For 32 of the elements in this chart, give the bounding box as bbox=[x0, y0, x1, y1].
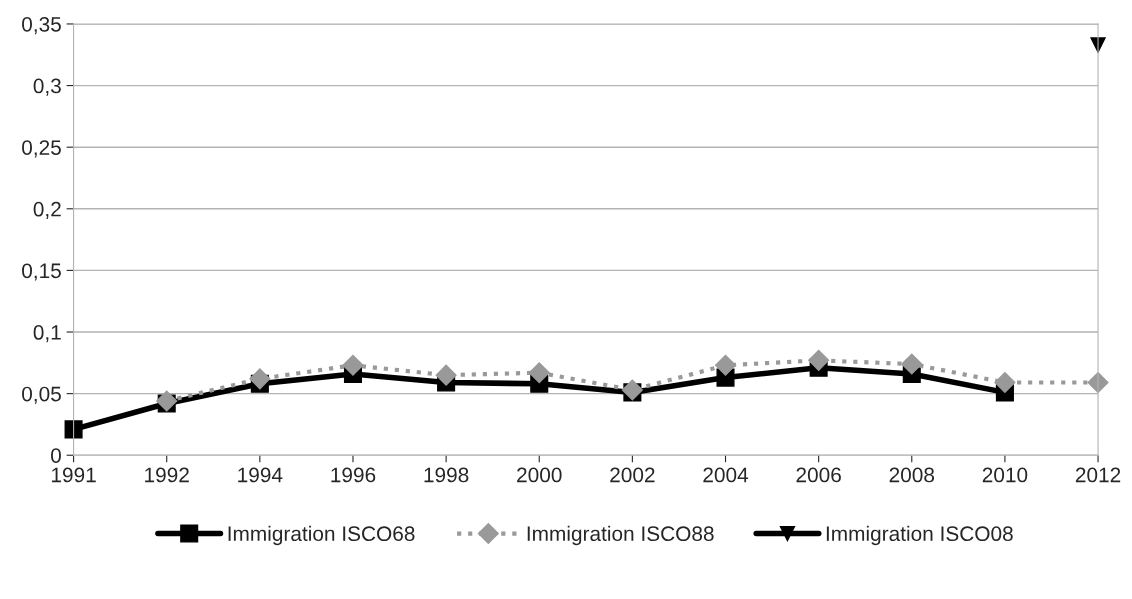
x-tick-label: 1998 bbox=[424, 467, 469, 483]
y-tick-label: 0,05 bbox=[22, 386, 61, 404]
x-tick-label: 1991 bbox=[52, 467, 96, 483]
y-tick-label: 0,1 bbox=[33, 325, 61, 343]
x-tick-label: 2008 bbox=[889, 467, 935, 483]
point bbox=[901, 353, 923, 375]
x-tick-label: 2004 bbox=[703, 467, 749, 483]
point bbox=[994, 372, 1016, 394]
legend-label: Immigration ISCO08 bbox=[826, 525, 1013, 546]
point bbox=[528, 362, 550, 384]
point bbox=[714, 354, 737, 376]
point bbox=[808, 349, 830, 371]
y-tick-label: 0,3 bbox=[33, 78, 61, 96]
point bbox=[64, 420, 83, 439]
x-tick-label: 2000 bbox=[517, 467, 562, 483]
point bbox=[249, 368, 271, 390]
point bbox=[435, 364, 457, 386]
x-tick-label: 1994 bbox=[238, 467, 283, 483]
legend-label: Immigration ISCO88 bbox=[527, 525, 714, 546]
x-tick-label: 2012 bbox=[1075, 467, 1121, 483]
x-tick-label: 1996 bbox=[331, 467, 376, 483]
y-tick-label: 0,15 bbox=[22, 263, 61, 281]
y-tick-label: 0,35 bbox=[22, 16, 61, 35]
y-tick-label: 0,2 bbox=[33, 201, 61, 220]
y-tick-label: 0 bbox=[51, 448, 61, 463]
legend-label: Immigration ISCO68 bbox=[228, 525, 415, 546]
x-tick-label: 2006 bbox=[796, 467, 841, 483]
x-tick-label: 1992 bbox=[145, 467, 189, 483]
x-tick-label: 2010 bbox=[982, 467, 1028, 483]
y-tick-label: 0,25 bbox=[22, 140, 61, 158]
point bbox=[342, 354, 364, 376]
x-tick-label: 2002 bbox=[610, 467, 655, 483]
